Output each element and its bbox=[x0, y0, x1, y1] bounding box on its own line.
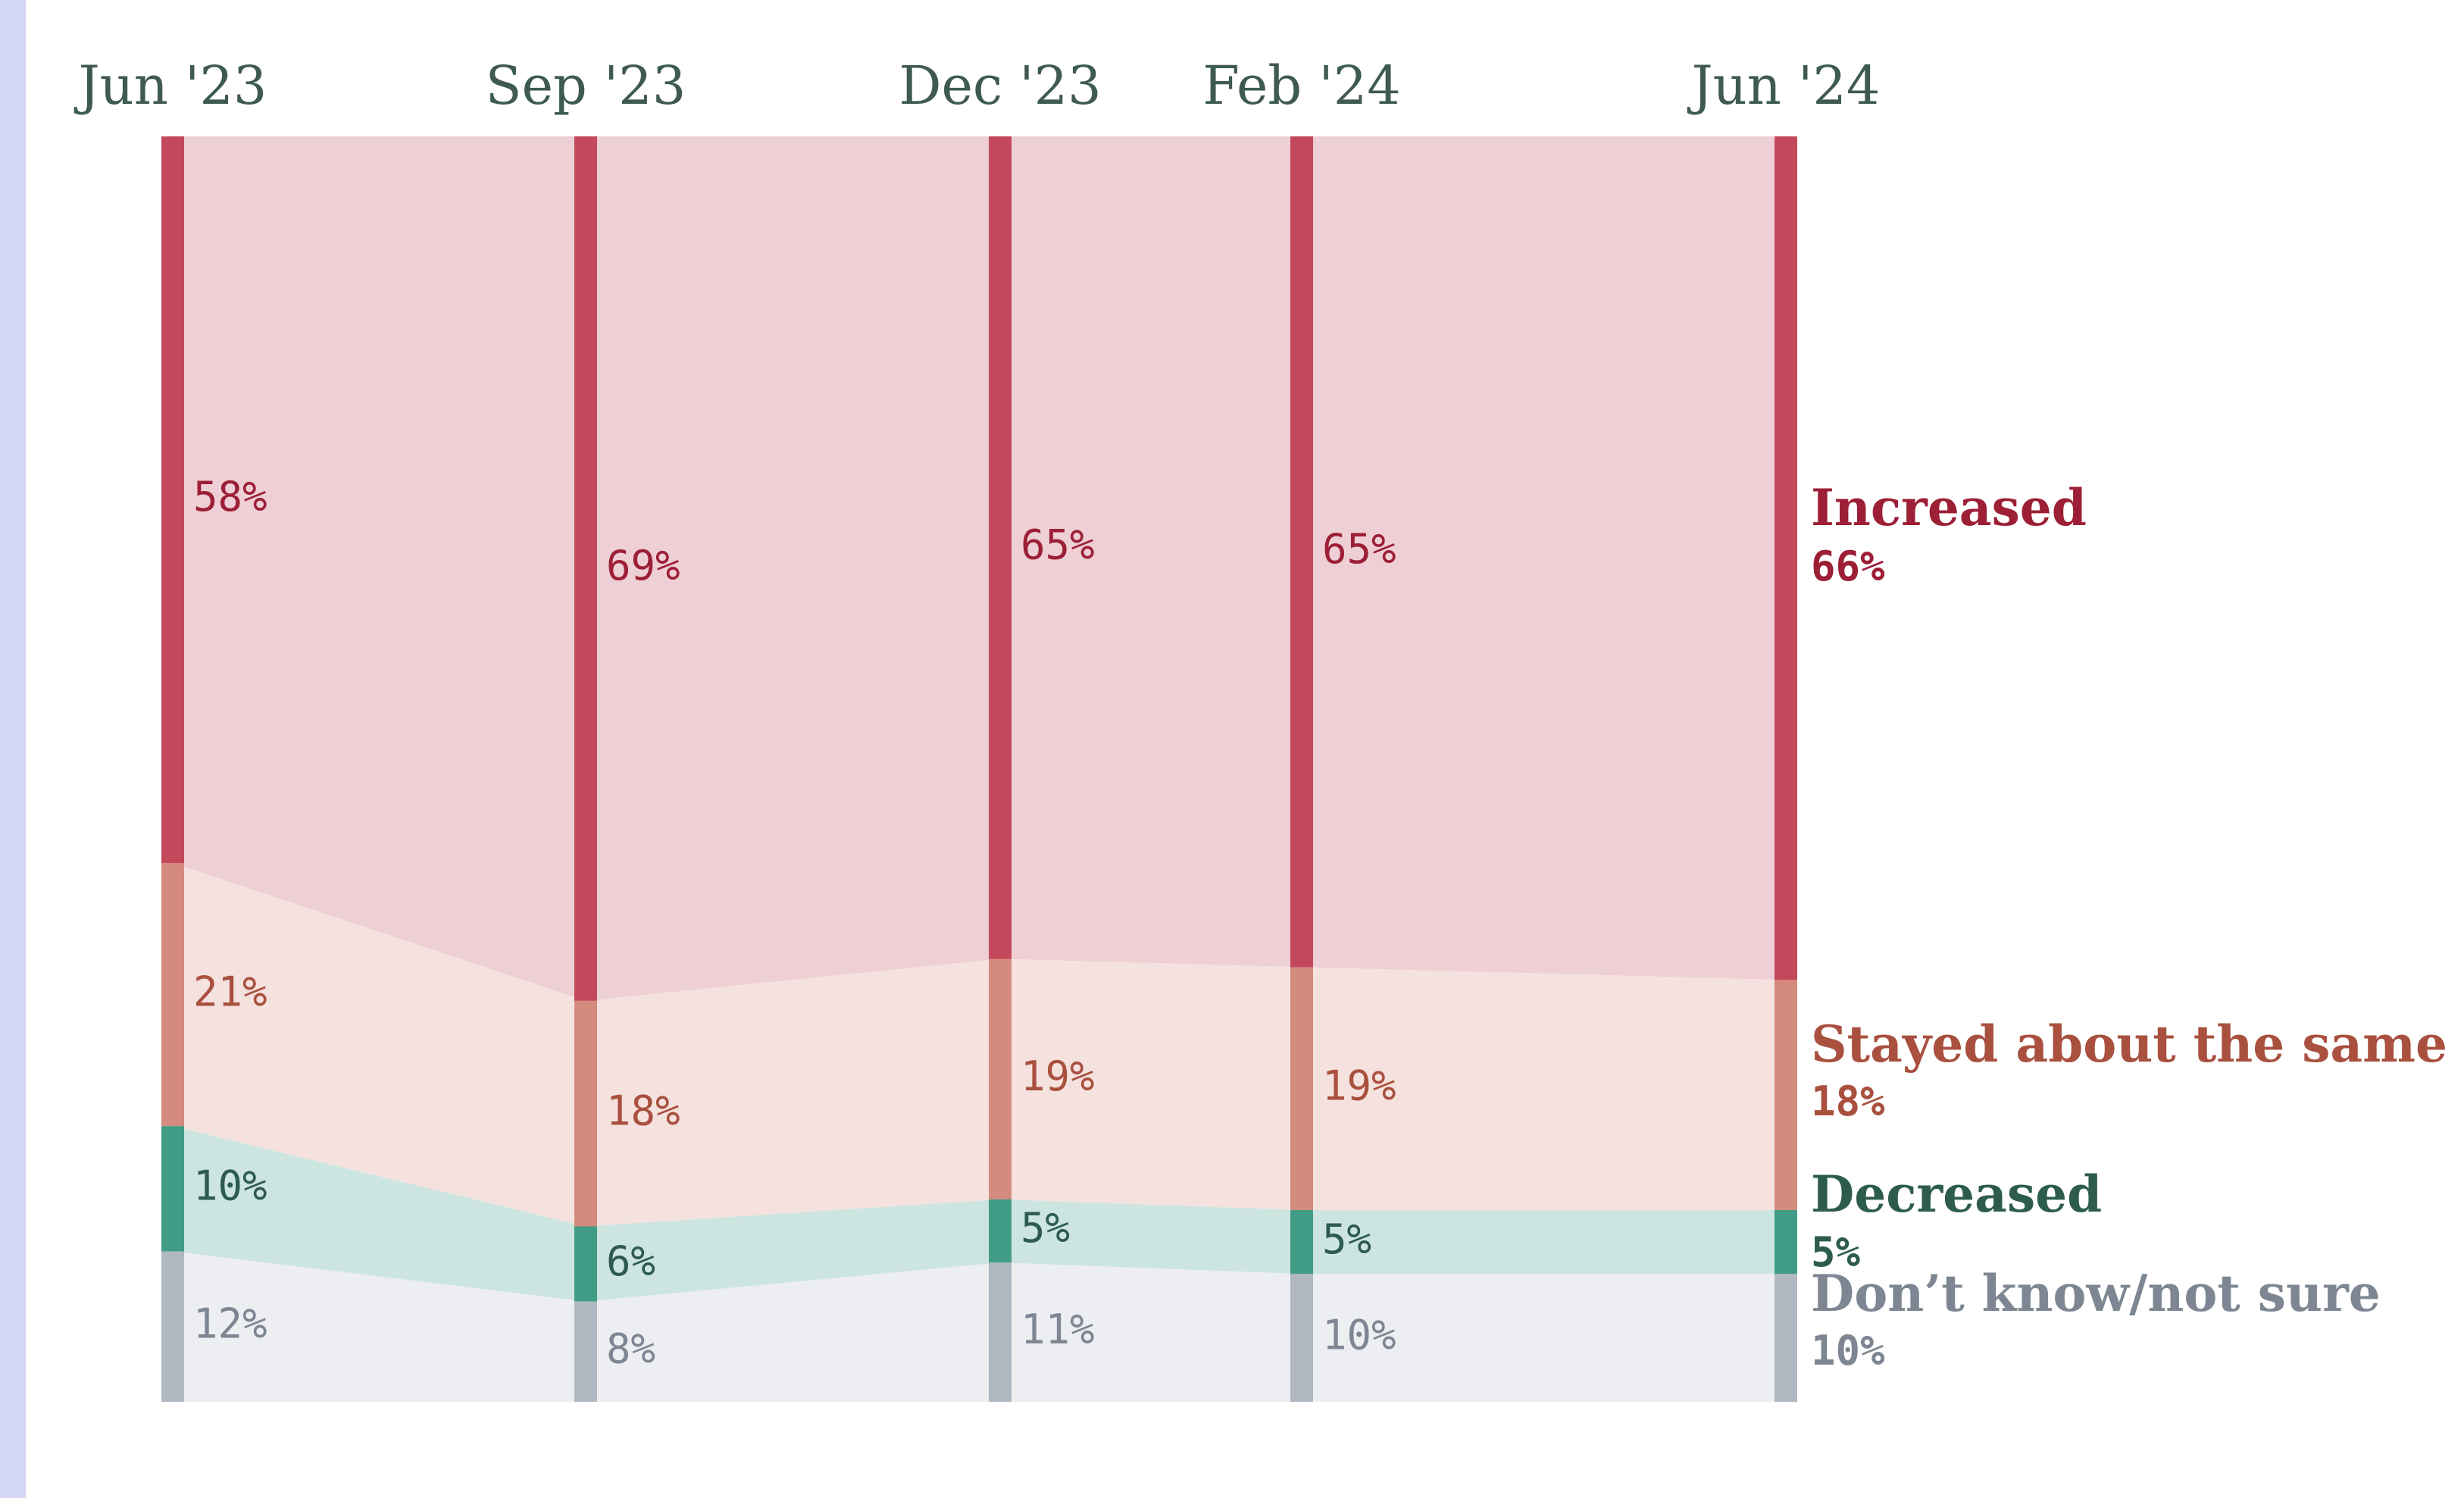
date-label-2: Dec '23 bbox=[899, 55, 1101, 117]
legend-value-increased: 66% bbox=[1811, 543, 1885, 590]
date-label-0: Jun '23 bbox=[74, 55, 267, 117]
bar-stayed-about-the-same-1 bbox=[574, 1000, 597, 1227]
legend-name-increased: Increased bbox=[1811, 478, 2087, 537]
value-label-decreased-2: 5% bbox=[1021, 1204, 1070, 1252]
area-bands bbox=[173, 136, 1786, 1402]
bar-stayed-about-the-same-4 bbox=[1775, 980, 1797, 1210]
value-label-increased-3: 65% bbox=[1322, 525, 1396, 573]
value-label-decreased-3: 5% bbox=[1322, 1215, 1371, 1263]
value-label-don-t-know-not-sure-3: 10% bbox=[1322, 1311, 1396, 1359]
bar-don-t-know-not-sure-0 bbox=[161, 1251, 184, 1402]
left-accent-bar bbox=[0, 0, 26, 1498]
bar-don-t-know-not-sure-1 bbox=[574, 1301, 597, 1402]
bar-increased-1 bbox=[574, 136, 597, 1001]
value-label-decreased-0: 10% bbox=[193, 1162, 267, 1210]
value-label-don-t-know-not-sure-1: 8% bbox=[606, 1325, 655, 1373]
bar-stayed-about-the-same-3 bbox=[1290, 967, 1313, 1210]
legend-value-don-t-know-not-sure: 10% bbox=[1811, 1327, 1885, 1374]
value-label-stayed-about-the-same-0: 21% bbox=[193, 968, 267, 1015]
value-label-increased-1: 69% bbox=[606, 542, 680, 590]
value-label-increased-2: 65% bbox=[1021, 521, 1095, 568]
bar-don-t-know-not-sure-2 bbox=[989, 1262, 1012, 1402]
legend-value-stayed-about-the-same: 18% bbox=[1811, 1077, 1885, 1125]
bar-decreased-3 bbox=[1290, 1209, 1313, 1274]
value-label-stayed-about-the-same-3: 19% bbox=[1322, 1062, 1396, 1109]
legend-name-decreased: Decreased bbox=[1811, 1165, 2102, 1224]
bar-increased-0 bbox=[161, 136, 184, 864]
value-label-increased-0: 58% bbox=[193, 473, 267, 521]
band-increased bbox=[173, 136, 1786, 1001]
legend-name-stayed-about-the-same: Stayed about the same bbox=[1811, 1015, 2447, 1074]
value-label-decreased-1: 6% bbox=[606, 1237, 655, 1285]
bar-increased-2 bbox=[989, 136, 1012, 959]
bar-don-t-know-not-sure-3 bbox=[1290, 1274, 1313, 1402]
date-label-1: Sep '23 bbox=[486, 55, 686, 117]
legend-name-don-t-know-not-sure: Don’t know/not sure bbox=[1811, 1264, 2381, 1323]
bar-stayed-about-the-same-2 bbox=[989, 959, 1012, 1199]
bar-stayed-about-the-same-0 bbox=[161, 863, 184, 1127]
date-label-3: Feb '24 bbox=[1202, 55, 1401, 117]
bar-decreased-4 bbox=[1775, 1209, 1797, 1274]
value-label-don-t-know-not-sure-2: 11% bbox=[1021, 1306, 1095, 1353]
period-bars bbox=[161, 136, 1797, 1402]
date-labels: Jun '23 Sep '23 Dec '23 Feb '24 Jun '24 bbox=[74, 55, 1881, 117]
date-label-4: Jun '24 bbox=[1687, 55, 1881, 117]
bar-decreased-1 bbox=[574, 1226, 597, 1302]
bar-don-t-know-not-sure-4 bbox=[1775, 1274, 1797, 1402]
bar-decreased-0 bbox=[161, 1126, 184, 1252]
value-label-don-t-know-not-sure-0: 12% bbox=[193, 1299, 267, 1347]
bar-increased-4 bbox=[1775, 136, 1797, 980]
bar-decreased-2 bbox=[989, 1199, 1012, 1263]
value-label-stayed-about-the-same-1: 18% bbox=[606, 1087, 680, 1134]
value-label-stayed-about-the-same-2: 19% bbox=[1021, 1052, 1095, 1100]
bar-increased-3 bbox=[1290, 136, 1313, 968]
legend-value-decreased: 5% bbox=[1811, 1228, 1861, 1276]
percent-labels: 58% 69% 65% 65% 21% 18% 19% 19% 10% 6% 5% 5% 12% 8% 11… bbox=[193, 473, 1396, 1372]
